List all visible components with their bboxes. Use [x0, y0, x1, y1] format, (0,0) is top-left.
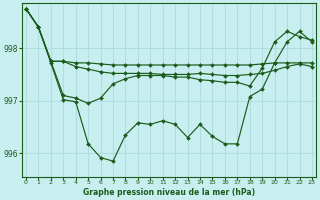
X-axis label: Graphe pression niveau de la mer (hPa): Graphe pression niveau de la mer (hPa)	[83, 188, 255, 197]
